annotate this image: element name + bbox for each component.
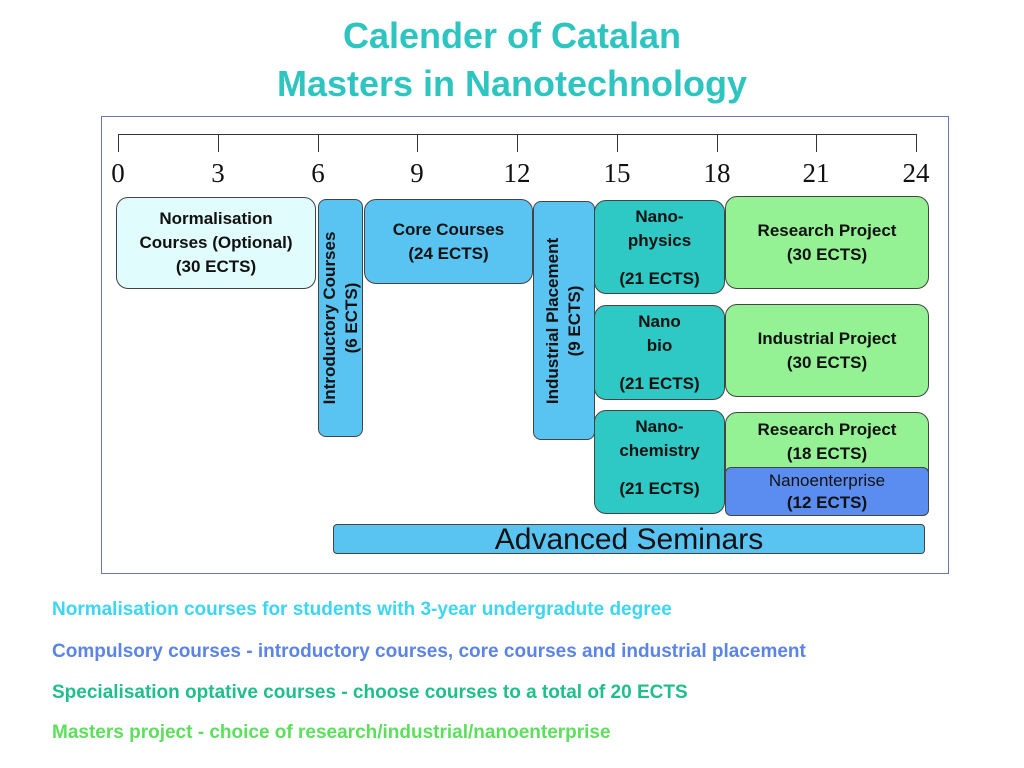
research-project-30-line-1: Research Project: [757, 220, 897, 240]
industrial-placement-text: Industrial Placement (9 ECTS): [542, 237, 586, 403]
timeline-tick: [318, 134, 319, 152]
research-project-18-line-2: (18 ECTS): [786, 444, 868, 463]
timeline-tick: [816, 134, 817, 152]
timeline-tick-label: 21: [802, 158, 830, 188]
industrial-project-line-2: (30 ECTS): [786, 352, 868, 372]
industrial-placement-line-2: (9 ECTS): [565, 285, 584, 356]
legend-note-specialisation: Specialisation optative courses - choose…: [52, 682, 688, 703]
advanced-seminars-bar: Advanced Seminars: [333, 524, 925, 555]
timeline-tick-label: 6: [311, 158, 325, 188]
timeline-tick: [517, 134, 518, 152]
research-project-30-line-2: (30 ECTS): [786, 244, 868, 264]
timeline-tick-label: 12: [503, 158, 531, 188]
introductory-courses-box: Introductory Courses (6 ECTS): [318, 199, 363, 437]
timeline-tick-label: 0: [111, 158, 125, 188]
nanoenterprise-line-2: (12 ECTS): [786, 492, 868, 512]
page-title-line-2: Masters in Nanotechnology: [276, 63, 748, 104]
nanobio-line-2: bio: [646, 336, 673, 355]
timeline-tick: [417, 134, 418, 152]
timeline-tick-label: 15: [603, 158, 631, 188]
timeline-tick-label: 24: [902, 158, 930, 188]
introductory-line-1: Introductory Courses: [319, 231, 339, 405]
normalisation-line-3: (30 ECTS): [175, 257, 257, 276]
nanobio-line-3: (21 ECTS): [619, 374, 700, 393]
industrial-placement-line-1: Industrial Placement: [543, 237, 562, 404]
legend-note-compulsory: Compulsory courses - introductory course…: [52, 641, 806, 662]
nanobio-line-1: Nano: [638, 312, 681, 331]
research-project-30-box: Research Project (30 ECTS): [725, 196, 929, 289]
industrial-project-line-1: Industrial Project: [757, 328, 897, 348]
timeline-tick-label: 3: [211, 158, 225, 188]
nanobio-box: Nano bio (21 ECTS): [594, 305, 725, 400]
core-line-2: (24 ECTS): [408, 243, 489, 263]
industrial-placement-box: Industrial Placement (9 ECTS): [533, 201, 595, 440]
normalisation-line-1: Normalisation: [159, 209, 273, 228]
nanophysics-line-2: physics: [627, 231, 692, 250]
normalisation-courses-box: Normalisation Courses (Optional) (30 ECT…: [116, 197, 316, 289]
nanoenterprise-box: Nanoenterprise (12 ECTS): [725, 467, 929, 516]
nanoenterprise-line-1: Nanoenterprise: [768, 470, 886, 490]
nanochemistry-line-1: Nano-: [635, 417, 684, 436]
legend-note-project: Masters project - choice of research/ind…: [52, 722, 611, 743]
timeline-tick-label: 9: [410, 158, 424, 188]
legend-note-normalisation: Normalisation courses for students with …: [52, 599, 672, 620]
timeline-tick: [717, 134, 718, 152]
nanophysics-line-3: (21 ECTS): [619, 269, 700, 288]
introductory-line-2: (6 ECTS): [341, 282, 361, 354]
timeline-tick: [916, 134, 917, 152]
core-line-1: Core Courses: [392, 219, 505, 239]
normalisation-line-2: Courses (Optional): [139, 233, 293, 252]
introductory-courses-text: Introductory Courses (6 ECTS): [319, 232, 363, 405]
nanophysics-line-1: Nano-: [635, 207, 684, 226]
timeline-tick: [617, 134, 618, 152]
nanochemistry-line-3: (21 ECTS): [619, 479, 700, 498]
timeline-tick-label: 18: [703, 158, 731, 188]
nanochemistry-box: Nano- chemistry (21 ECTS): [594, 410, 725, 514]
timeline-tick: [218, 134, 219, 152]
timeline-tick: [118, 134, 119, 152]
research-project-18-line-1: Research Project: [757, 420, 897, 439]
industrial-project-box: Industrial Project (30 ECTS): [725, 304, 929, 397]
nanochemistry-line-2: chemistry: [619, 441, 700, 460]
nanophysics-box: Nano- physics (21 ECTS): [594, 200, 725, 294]
core-courses-box: Core Courses (24 ECTS): [364, 199, 533, 284]
page-title-line-1: Calender of Catalan: [342, 15, 682, 56]
